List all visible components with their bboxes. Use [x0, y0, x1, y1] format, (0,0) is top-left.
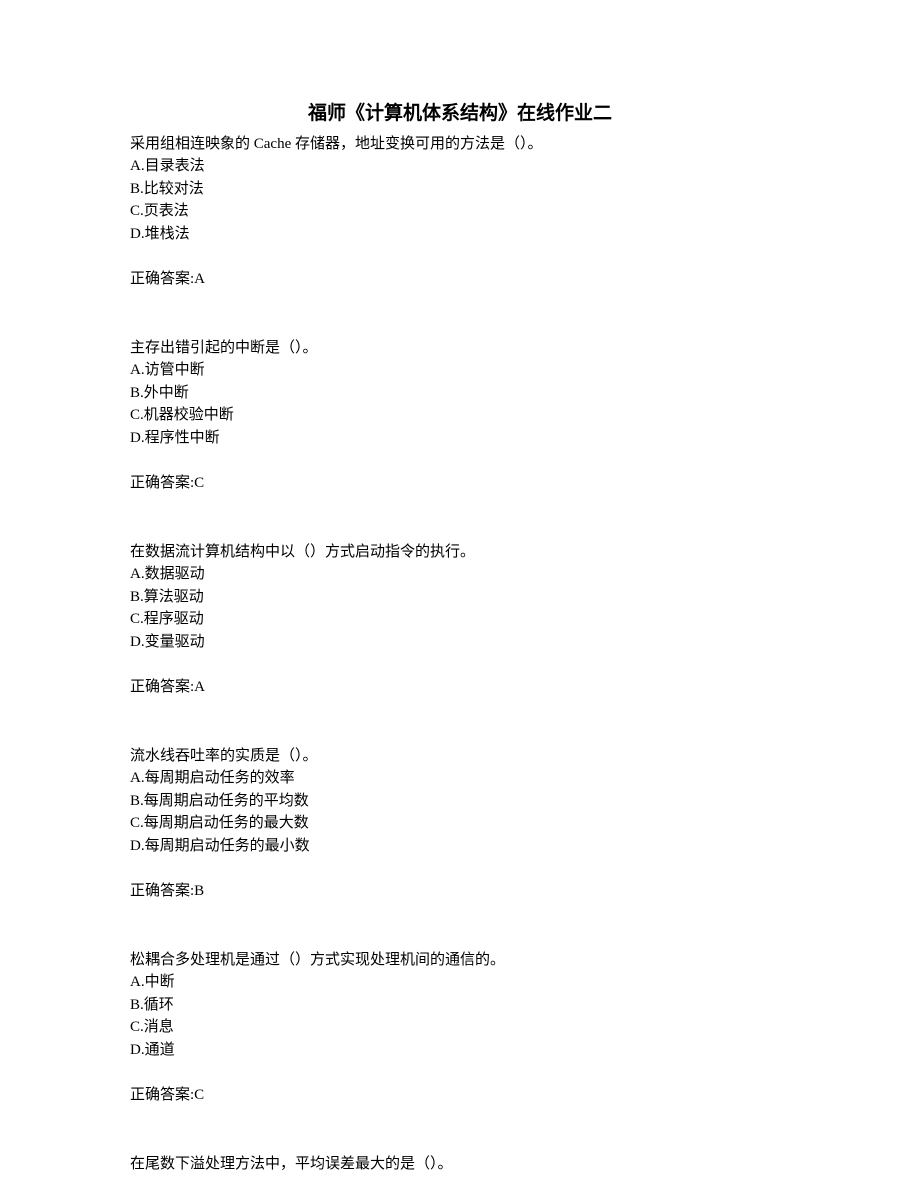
answer-value: C — [194, 1087, 204, 1103]
answer-prefix: 正确答案: — [130, 271, 194, 287]
question-block: 流水线吞吐率的实质是（）。 A.每周期启动任务的效率 B.每周期启动任务的平均数… — [130, 745, 790, 903]
answer-prefix: 正确答案: — [130, 679, 194, 695]
option-c: C.程序驱动 — [130, 608, 790, 631]
answer-prefix: 正确答案: — [130, 1087, 194, 1103]
question-text: 采用组相连映象的 Cache 存储器，地址变换可用的方法是（）。 — [130, 133, 790, 156]
question-block: 主存出错引起的中断是（）。 A.访管中断 B.外中断 C.机器校验中断 D.程序… — [130, 337, 790, 495]
option-b: B.算法驱动 — [130, 586, 790, 609]
answer-value: B — [194, 883, 204, 899]
question-block: 在数据流计算机结构中以（）方式启动指令的执行。 A.数据驱动 B.算法驱动 C.… — [130, 541, 790, 699]
answer-prefix: 正确答案: — [130, 883, 194, 899]
option-b: B.外中断 — [130, 382, 790, 405]
question-block: 松耦合多处理机是通过（）方式实现处理机间的通信的。 A.中断 B.循环 C.消息… — [130, 949, 790, 1107]
answer-line: 正确答案:C — [130, 1084, 790, 1107]
option-c: C.页表法 — [130, 200, 790, 223]
option-d: D.变量驱动 — [130, 631, 790, 654]
question-text: 在尾数下溢处理方法中，平均误差最大的是（）。 — [130, 1153, 790, 1176]
option-d: D.每周期启动任务的最小数 — [130, 835, 790, 858]
answer-value: A — [194, 271, 205, 287]
option-c: C.机器校验中断 — [130, 404, 790, 427]
option-d: D.通道 — [130, 1039, 790, 1062]
question-block: 采用组相连映象的 Cache 存储器，地址变换可用的方法是（）。 A.目录表法 … — [130, 133, 790, 291]
option-c: C.消息 — [130, 1016, 790, 1039]
answer-value: A — [194, 679, 205, 695]
question-text: 松耦合多处理机是通过（）方式实现处理机间的通信的。 — [130, 949, 790, 972]
option-b: B.比较对法 — [130, 178, 790, 201]
question-block: 在尾数下溢处理方法中，平均误差最大的是（）。 — [130, 1153, 790, 1176]
question-text: 在数据流计算机结构中以（）方式启动指令的执行。 — [130, 541, 790, 564]
answer-prefix: 正确答案: — [130, 475, 194, 491]
option-d: D.堆栈法 — [130, 223, 790, 246]
question-text: 流水线吞吐率的实质是（）。 — [130, 745, 790, 768]
answer-line: 正确答案:C — [130, 472, 790, 495]
option-a: A.目录表法 — [130, 155, 790, 178]
option-d: D.程序性中断 — [130, 427, 790, 450]
option-b: B.循环 — [130, 994, 790, 1017]
page-title: 福师《计算机体系结构》在线作业二 — [130, 100, 790, 129]
option-a: A.数据驱动 — [130, 563, 790, 586]
answer-line: 正确答案:A — [130, 268, 790, 291]
answer-value: C — [194, 475, 204, 491]
option-b: B.每周期启动任务的平均数 — [130, 790, 790, 813]
answer-line: 正确答案:A — [130, 676, 790, 699]
option-c: C.每周期启动任务的最大数 — [130, 812, 790, 835]
option-a: A.访管中断 — [130, 359, 790, 382]
option-a: A.每周期启动任务的效率 — [130, 767, 790, 790]
option-a: A.中断 — [130, 971, 790, 994]
question-text: 主存出错引起的中断是（）。 — [130, 337, 790, 360]
answer-line: 正确答案:B — [130, 880, 790, 903]
